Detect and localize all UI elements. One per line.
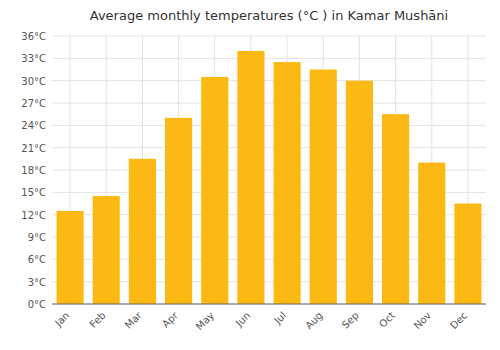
y-tick-label: 9°C [28, 232, 46, 243]
bar [129, 159, 156, 304]
x-tick-label: Apr [160, 309, 181, 330]
y-tick-label: 0°C [28, 299, 46, 310]
y-tick-label: 18°C [21, 165, 46, 176]
x-tick-label: Jul [271, 310, 288, 327]
y-tick-label: 36°C [21, 31, 46, 42]
bar [418, 163, 445, 304]
grid [52, 36, 486, 304]
y-grid-line [52, 36, 486, 37]
y-grid-line [52, 147, 486, 148]
x-tick-label: Jun [233, 310, 253, 330]
bar [201, 77, 228, 304]
y-tick-label: 30°C [21, 76, 46, 87]
y-grid-line [52, 125, 486, 126]
bar [310, 70, 337, 305]
bar [93, 196, 120, 304]
bar [57, 211, 84, 304]
x-tick-label: Jan [52, 310, 71, 329]
x-tick-label: Aug [303, 310, 325, 332]
bar [165, 118, 192, 304]
bars [57, 51, 482, 304]
bar [274, 62, 301, 304]
x-tick-label: May [194, 310, 216, 332]
x-tick-label: Oct [377, 310, 397, 330]
chart: Average monthly temperatures (°C ) in Ka… [0, 0, 500, 350]
y-grid-line [52, 103, 486, 104]
y-tick-label: 15°C [21, 187, 46, 198]
x-tick-label: Dec [448, 310, 469, 331]
y-tick-label: 21°C [21, 143, 46, 154]
y-grid-line [52, 80, 486, 81]
bar [382, 114, 409, 304]
bar [454, 204, 481, 305]
bar [237, 51, 264, 304]
title: Average monthly temperatures (°C ) in Ka… [90, 8, 448, 23]
y-tick-label: 27°C [21, 98, 46, 109]
x-tick-label: Nov [412, 310, 434, 332]
x-tick-label: Mar [123, 309, 145, 331]
y-grid-line [52, 304, 486, 305]
y-tick-label: 6°C [28, 254, 46, 265]
x-tick-label: Sep [340, 310, 361, 331]
y-tick-label: 33°C [21, 53, 46, 64]
y-tick-label: 12°C [21, 210, 46, 221]
y-tick-label: 24°C [21, 120, 46, 131]
bar [346, 81, 373, 304]
x-tick-label: Feb [87, 310, 107, 330]
y-grid-line [52, 58, 486, 59]
y-tick-label: 3°C [28, 277, 46, 288]
x-axis-line [52, 304, 486, 305]
